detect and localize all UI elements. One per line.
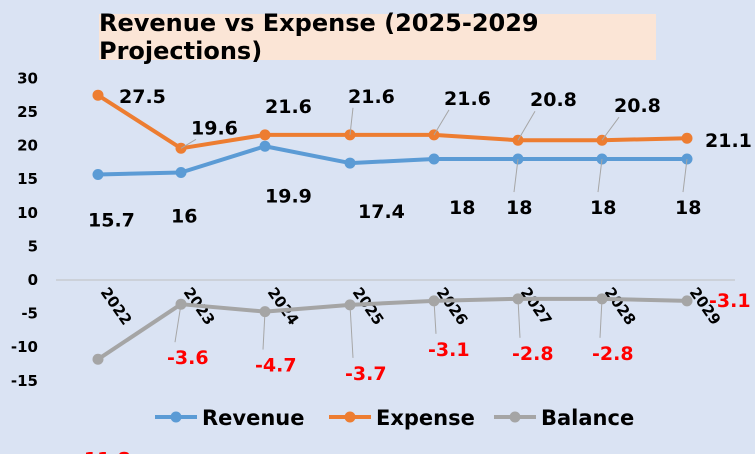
data-label-revenue: 18 <box>590 197 616 219</box>
data-label-revenue: 19.9 <box>265 185 312 207</box>
legend-label-revenue: Revenue <box>202 406 305 430</box>
x-tick-label: 2026 <box>433 284 472 329</box>
leader-line <box>349 304 354 358</box>
legend-swatch-marker <box>170 411 182 423</box>
data-label-revenue: 17.4 <box>358 201 405 223</box>
leader-line <box>174 304 182 343</box>
y-tick-label: 0 <box>28 271 38 289</box>
legend-label-balance: Balance <box>541 406 634 430</box>
data-label-expense: 20.8 <box>530 89 577 111</box>
leader-line <box>349 107 354 135</box>
leader-line <box>180 138 197 149</box>
x-tick-label: 2027 <box>517 284 556 329</box>
data-label-revenue: 18 <box>449 197 475 219</box>
legend-label-expense: Expense <box>376 406 475 430</box>
y-tick-label: 10 <box>17 204 38 222</box>
data-label-expense: 21.6 <box>348 86 395 108</box>
data-point-revenue <box>175 166 187 178</box>
leader-line <box>262 311 266 350</box>
y-tick-label: 30 <box>17 69 38 87</box>
leader-line <box>599 298 603 338</box>
data-label-balance: -3.1 <box>428 339 470 361</box>
data-label-balance: -2.8 <box>512 343 554 365</box>
data-label-revenue: 18 <box>506 197 532 219</box>
data-point-revenue <box>344 157 356 169</box>
legend-swatch-marker <box>509 411 521 423</box>
data-label-balance: -3.7 <box>345 363 387 385</box>
data-point-revenue <box>92 168 104 180</box>
series-line-revenue <box>96 144 689 177</box>
x-tick-label: 2022 <box>97 284 136 329</box>
data-label-expense: 20.8 <box>614 95 661 117</box>
data-label-balance: -3.1 <box>709 290 751 312</box>
series-line-expense <box>96 93 689 151</box>
leader-line <box>433 300 437 334</box>
data-label-expense: 21.6 <box>444 88 491 110</box>
leader-line <box>517 110 536 141</box>
data-label-revenue: 18 <box>675 197 701 219</box>
x-tick-label: 2024 <box>264 284 303 329</box>
data-point-expense <box>259 129 271 141</box>
legend-swatch-marker <box>344 411 356 423</box>
data-point-revenue <box>428 153 440 165</box>
x-tick-label: 2028 <box>601 284 640 329</box>
y-tick-label: 15 <box>17 170 38 188</box>
y-tick-label: -5 <box>21 305 38 323</box>
data-label-balance: -4.7 <box>255 355 297 377</box>
data-point-balance <box>92 353 104 365</box>
data-point-expense <box>92 89 104 101</box>
y-tick-label: 5 <box>28 237 38 255</box>
chart-title-text: Revenue vs Expense (2025-2029 Projection… <box>99 9 539 65</box>
series-line-balance <box>96 296 689 362</box>
data-label-expense: 21.6 <box>265 96 312 118</box>
y-tick-label: -15 <box>11 372 38 390</box>
leader-line <box>601 116 620 141</box>
data-point-balance <box>681 295 693 307</box>
data-point-expense <box>681 132 693 144</box>
data-label-revenue: 16 <box>171 205 197 227</box>
leader-line <box>517 298 521 338</box>
leader-line <box>682 158 688 193</box>
data-label-expense: 27.5 <box>119 86 166 108</box>
leader-line <box>513 158 519 193</box>
leader-line <box>597 158 603 193</box>
data-label-balance: -11.8 <box>76 448 131 454</box>
data-label-balance: -2.8 <box>592 343 634 365</box>
y-tick-label: 25 <box>17 103 38 121</box>
chart-title: Revenue vs Expense (2025-2029 Projection… <box>99 9 656 65</box>
y-tick-label: 20 <box>17 137 38 155</box>
data-label-expense: 21.1 <box>705 130 752 152</box>
data-label-revenue: 15.7 <box>88 209 135 231</box>
data-label-expense: 19.6 <box>191 117 238 139</box>
y-tick-label: -10 <box>11 338 38 356</box>
data-label-balance: -3.6 <box>167 347 209 369</box>
leader-line <box>433 109 450 136</box>
data-point-revenue <box>259 140 271 152</box>
